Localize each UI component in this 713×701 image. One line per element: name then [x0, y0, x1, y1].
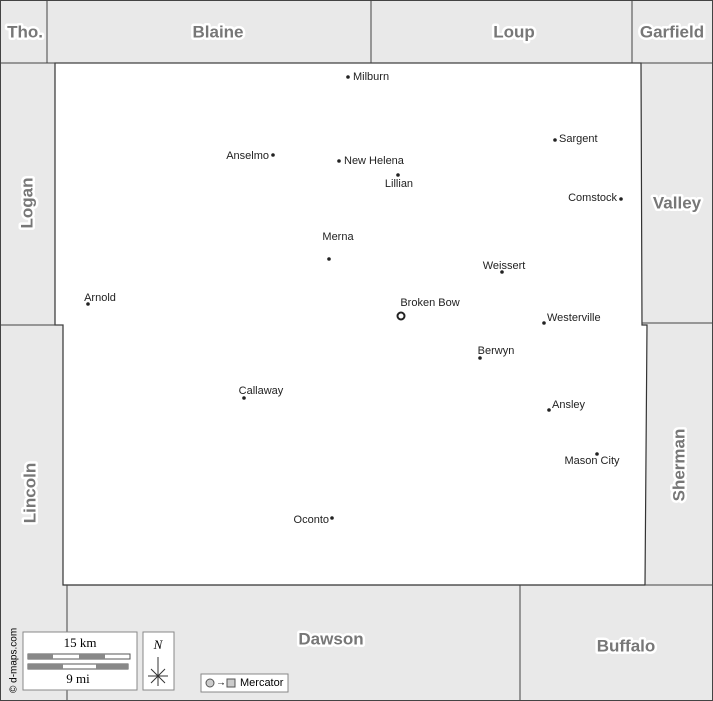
town-label: Arnold [84, 292, 116, 304]
town-label: Broken Bow [400, 297, 459, 309]
county-label: Buffalo [597, 636, 656, 655]
county-label: Loup [493, 22, 535, 41]
county-label: Tho. [7, 22, 43, 41]
town-label: Ansley [552, 399, 586, 411]
town-label: Lillian [385, 178, 413, 190]
town-label: Westerville [547, 312, 601, 324]
town-marker [500, 270, 504, 274]
town-label: Anselmo [226, 150, 269, 162]
town-label: Berwyn [478, 345, 515, 357]
town-marker [595, 452, 599, 456]
scale-bar: 15 km 9 mi [22, 631, 138, 691]
county-label: Logan [17, 178, 36, 229]
town-label: Oconto [294, 514, 329, 526]
town-marker [330, 516, 334, 520]
town-marker [542, 321, 546, 325]
town-marker [327, 257, 331, 261]
town-label: Comstock [568, 192, 617, 204]
svg-text:→: → [216, 678, 226, 689]
county-label: Dawson [298, 629, 363, 648]
town-marker [478, 356, 482, 360]
town-label: Merna [322, 231, 354, 243]
scale-km: 15 km [64, 635, 97, 650]
compass: N [142, 631, 175, 691]
town-marker [553, 138, 557, 142]
projection: Mercator [240, 677, 284, 689]
town-marker [346, 75, 350, 79]
county-label: Garfield [640, 22, 704, 41]
town-marker [396, 173, 400, 177]
town-label: Callaway [239, 385, 284, 397]
town-marker [242, 396, 246, 400]
town-marker [271, 153, 275, 157]
county-label: Sherman [669, 429, 688, 502]
town-label: Weissert [483, 260, 526, 272]
projection-box: → Mercator [200, 673, 289, 693]
town-marker [619, 197, 623, 201]
town-label: Sargent [559, 133, 598, 145]
credit: © d-maps.com [9, 628, 20, 693]
town-label: New Helena [344, 155, 405, 167]
scale-mi: 9 mi [66, 671, 90, 686]
town-marker [396, 311, 406, 321]
county-label: Valley [653, 193, 702, 212]
town-label: Mason City [564, 455, 620, 467]
county-label: Lincoln [20, 463, 39, 523]
town-marker [86, 302, 90, 306]
town-marker [547, 408, 551, 412]
town-marker [337, 159, 341, 163]
compass-n: N [153, 637, 164, 652]
county-label: Blaine [192, 22, 243, 41]
town-label: Milburn [353, 71, 389, 83]
